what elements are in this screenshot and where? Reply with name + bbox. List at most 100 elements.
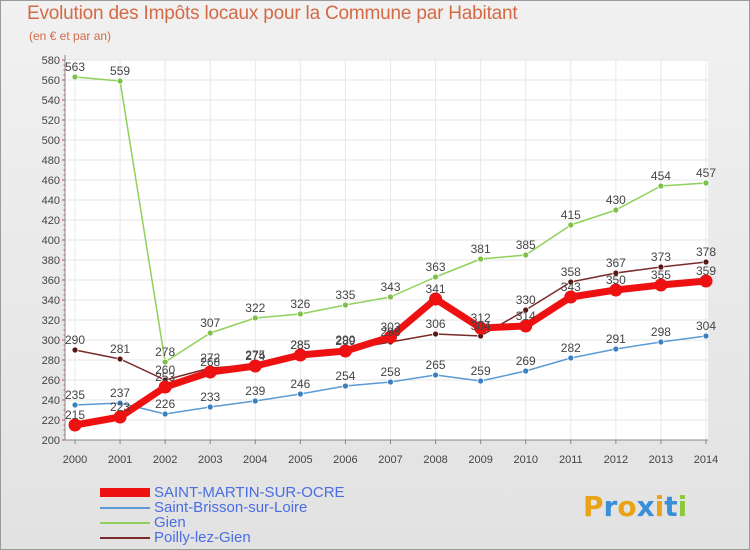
x-tick-label: 2013 [649,454,673,466]
x-tick-label: 2003 [198,454,222,466]
data-point-saint-brisson-sur-loire [567,354,575,362]
data-point-saint-martin-sur-ocre [474,321,488,335]
data-point-saint-martin-sur-ocre [699,274,713,288]
data-point-saint-martin-sur-ocre [248,359,262,373]
data-label-saint-martin-sur-ocre: 359 [696,264,716,278]
x-tick-label: 2002 [153,454,177,466]
y-tick-label: 580 [42,55,60,67]
data-label-poilly-lez-gien: 330 [516,293,536,307]
data-point-saint-martin-sur-ocre [429,292,443,306]
data-point-gien [387,293,394,301]
data-point-poilly-lez-gien [612,269,620,277]
data-point-poilly-lez-gien [657,263,665,271]
data-label-saint-brisson-sur-loire: 246 [290,377,310,391]
data-label-saint-martin-sur-ocre: 303 [380,320,400,334]
data-point-poilly-lez-gien [432,330,439,338]
data-point-gien [161,358,169,366]
y-tick-label: 360 [42,275,60,287]
data-point-saint-martin-sur-ocre [158,380,172,394]
data-label-poilly-lez-gien: 285 [290,338,310,352]
y-tick-label: 460 [42,175,60,187]
data-label-gien: 563 [65,60,85,74]
y-tick-label: 520 [42,115,60,127]
data-label-saint-martin-sur-ocre: 253 [155,370,175,384]
data-label-saint-brisson-sur-loire: 259 [471,364,491,378]
y-tick-label: 280 [42,355,60,367]
x-tick-label: 2008 [423,454,447,466]
data-label-poilly-lez-gien: 281 [110,342,130,356]
data-point-gien [116,77,124,85]
legend-swatch [100,537,150,539]
data-point-saint-brisson-sur-loire [477,377,485,385]
proxiti-logo: Proxiti [583,490,687,523]
data-label-poilly-lez-gien: 290 [65,333,85,347]
x-tick-label: 2010 [513,454,537,466]
data-label-gien: 454 [651,169,671,183]
y-tick-label: 300 [42,335,60,347]
y-tick-label: 540 [42,95,60,107]
data-point-gien [296,310,304,318]
plot-area [65,60,708,440]
data-point-gien [702,179,710,187]
data-label-saint-martin-sur-ocre: 343 [561,280,581,294]
x-tick-label: 2005 [288,454,312,466]
data-point-gien [657,182,665,190]
x-tick-label: 2009 [468,454,492,466]
logo-letter: r [603,490,618,523]
data-point-gien [567,221,575,229]
y-tick-label: 380 [42,255,60,267]
data-point-saint-brisson-sur-loire [702,332,710,340]
y-tick-label: 340 [42,295,60,307]
logo-letter: i [677,490,688,523]
legend-swatch [100,488,150,497]
y-tick-label: 440 [42,195,60,207]
data-label-poilly-lez-gien: 378 [696,245,716,259]
data-point-saint-martin-sur-ocre [564,290,578,304]
data-label-saint-brisson-sur-loire: 282 [561,341,581,355]
data-point-saint-martin-sur-ocre [519,319,533,333]
data-label-saint-brisson-sur-loire: 265 [426,358,446,372]
x-tick-label: 2014 [694,454,718,466]
data-point-saint-martin-sur-ocre [338,344,352,358]
logo-letter: x [636,490,655,523]
data-point-saint-martin-sur-ocre [384,330,397,344]
data-point-saint-brisson-sur-loire [161,410,169,418]
data-label-saint-brisson-sur-loire: 304 [696,319,716,333]
data-point-saint-brisson-sur-loire [657,338,665,346]
data-label-poilly-lez-gien: 358 [561,265,581,279]
data-label-poilly-lez-gien: 275 [245,348,265,362]
x-tick-label: 2000 [63,454,87,466]
legend-item-gien: Gien [100,515,400,531]
data-label-saint-martin-sur-ocre: 314 [516,309,536,323]
data-point-saint-brisson-sur-loire [342,382,349,390]
y-tick-label: 420 [42,215,60,227]
data-label-poilly-lez-gien: 373 [651,250,671,264]
chart-title: Evolution des Impôts locaux pour la Comm… [27,3,518,24]
data-point-saint-brisson-sur-loire [116,399,124,407]
data-point-saint-martin-sur-ocre [609,283,623,297]
data-point-saint-brisson-sur-loire [387,378,394,386]
data-point-gien [612,206,620,214]
x-tick-label: 2012 [604,454,628,466]
x-tick-label: 2007 [378,454,402,466]
data-point-saint-brisson-sur-loire [71,401,79,409]
data-label-poilly-lez-gien: 298 [380,325,400,339]
chart-subtitle: (en € et par an) [29,29,112,43]
y-tick-label: 260 [42,375,60,387]
legend-item-saint-brisson-sur-loire: Saint-Brisson-sur-Loire [100,500,400,516]
data-point-poilly-lez-gien [71,346,79,354]
legend-item-poilly-lez-gien: Poilly-lez-Gien [100,530,400,546]
data-label-gien: 278 [155,345,175,359]
legend-swatch [100,507,150,509]
data-label-saint-brisson-sur-loire: 269 [516,354,536,368]
logo-letter: t [664,490,678,523]
y-tick-label: 220 [42,415,60,427]
data-label-poilly-lez-gien: 306 [426,317,446,331]
data-label-saint-brisson-sur-loire: 233 [200,390,220,404]
data-point-gien [342,301,349,309]
logo-letter: i [654,490,665,523]
data-label-saint-martin-sur-ocre: 341 [426,282,446,296]
x-tick-label: 2004 [243,454,267,466]
data-label-saint-martin-sur-ocre: 350 [606,273,626,287]
